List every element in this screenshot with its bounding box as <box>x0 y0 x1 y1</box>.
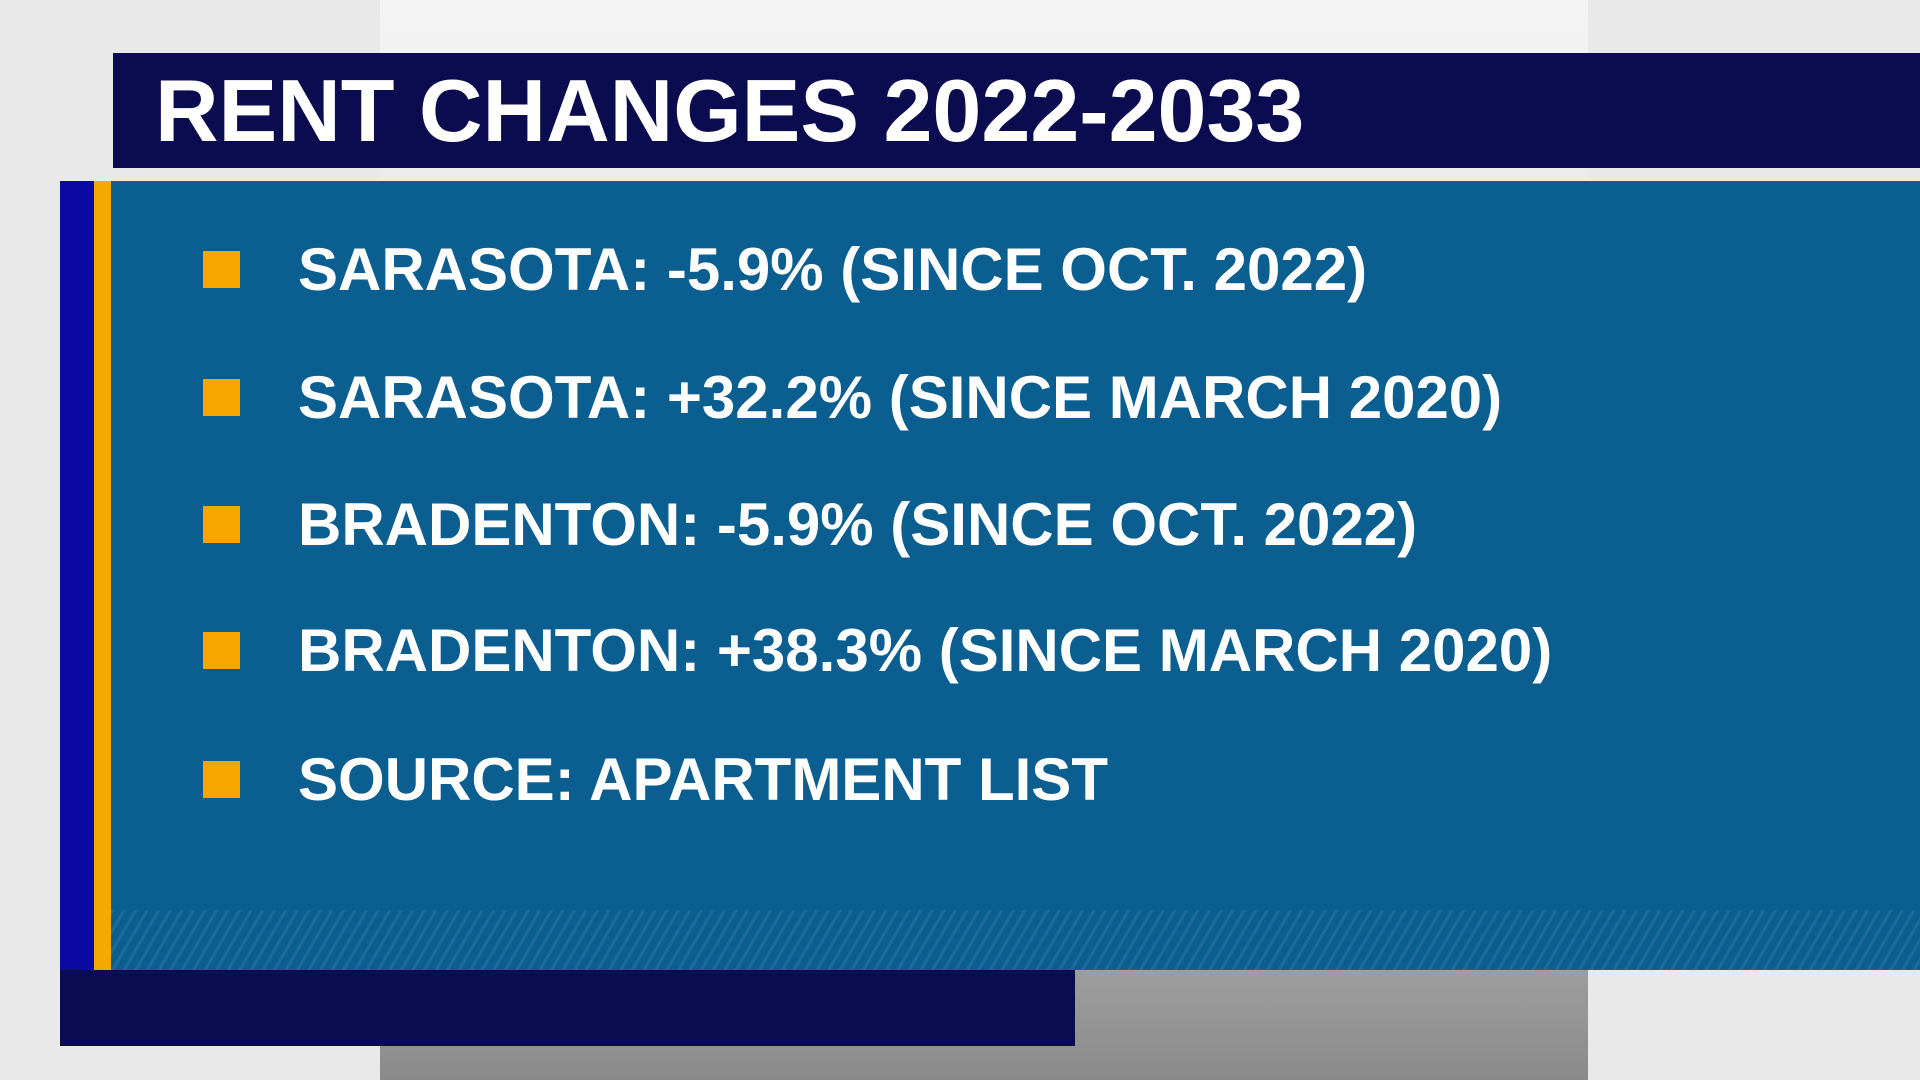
bullet-text: SOURCE: APARTMENT LIST <box>298 745 1108 813</box>
bullet-item: BRADENTON: +38.3% (SINCE MARCH 2020) <box>203 615 1552 685</box>
title-bar: RENT CHANGES 2022-2033 <box>113 53 1920 168</box>
bullet-marker <box>203 631 240 669</box>
bottom-block <box>60 960 1075 1046</box>
orange-strip <box>94 181 111 970</box>
bullet-item: SARASOTA: -5.9% (SINCE OCT. 2022) <box>203 234 1367 304</box>
bullet-text: SARASOTA: +32.2% (SINCE MARCH 2020) <box>298 363 1503 431</box>
title: RENT CHANGES 2022-2033 <box>155 61 1305 160</box>
bullet-text: BRADENTON: -5.9% (SINCE OCT. 2022) <box>298 490 1418 558</box>
bullet-text: BRADENTON: +38.3% (SINCE MARCH 2020) <box>298 616 1553 684</box>
bullet-marker <box>203 378 240 416</box>
bullet-marker <box>203 760 240 798</box>
hatch <box>111 910 1920 970</box>
bullet-item: BRADENTON: -5.9% (SINCE OCT. 2022) <box>203 489 1417 559</box>
bullet-item: SOURCE: APARTMENT LIST <box>203 744 1108 814</box>
bullet-text: SARASOTA: -5.9% (SINCE OCT. 2022) <box>298 235 1368 303</box>
panel: SARASOTA: -5.9% (SINCE OCT. 2022) SARASOT… <box>60 181 1920 970</box>
bullet-item: SARASOTA: +32.2% (SINCE MARCH 2020) <box>203 362 1502 432</box>
bullet-marker <box>203 250 240 288</box>
bullet-marker <box>203 505 240 543</box>
blue-strip <box>60 181 94 970</box>
